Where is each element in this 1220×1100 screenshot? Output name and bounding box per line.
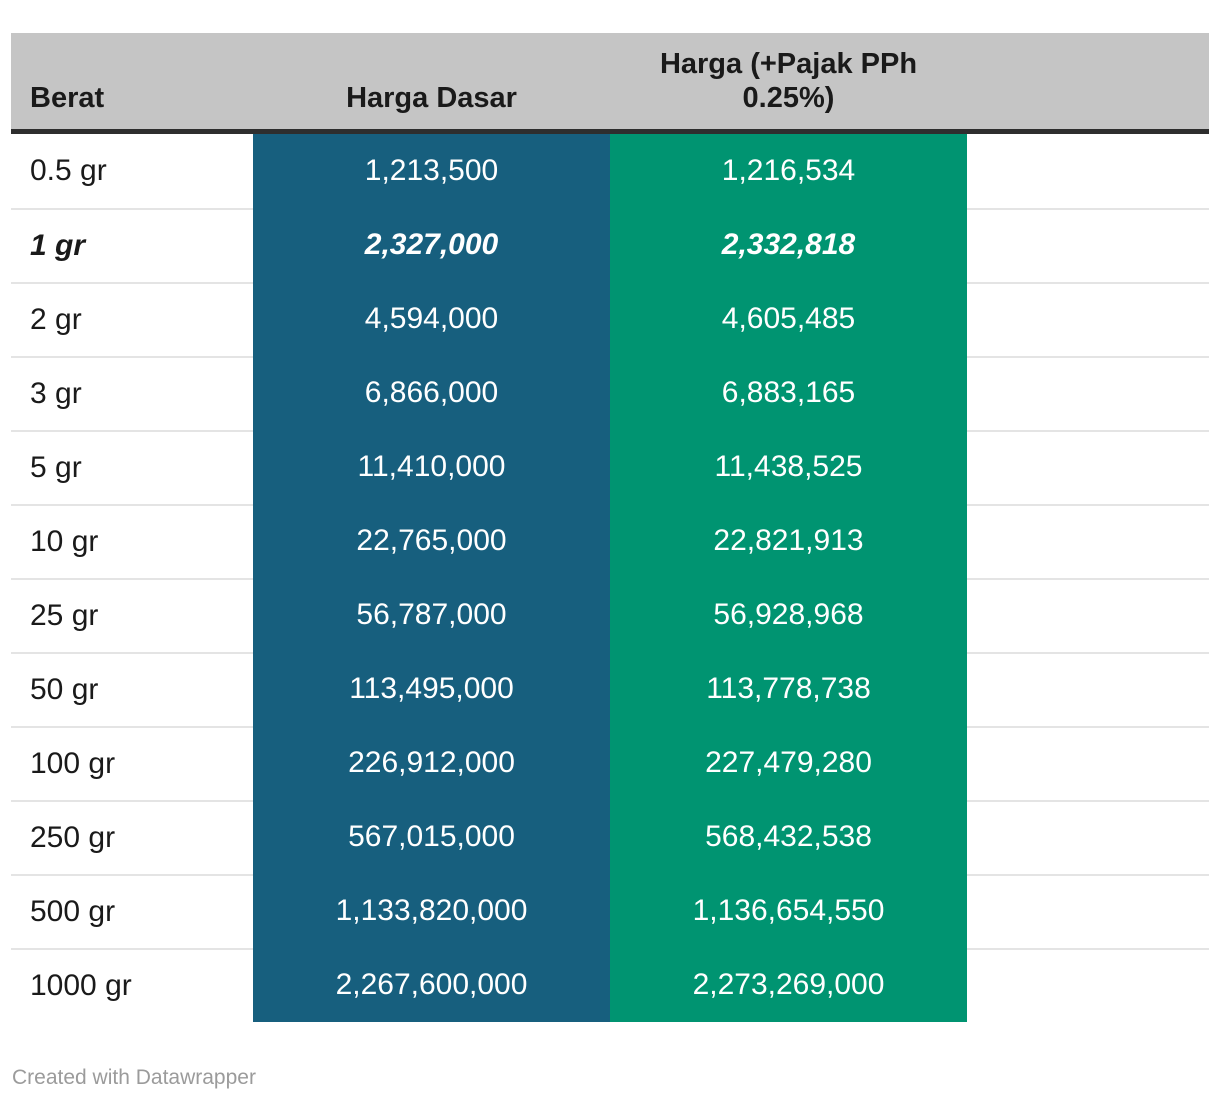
- column-header-berat: Berat: [30, 82, 105, 114]
- table-row: 3 gr 6,866,000 6,883,165: [11, 356, 1209, 430]
- weight-label: 10 gr: [11, 504, 253, 578]
- harga-dasar-cell: 2,327,000: [253, 208, 610, 282]
- harga-pajak-cell: 568,432,538: [610, 800, 967, 874]
- weight-label: 100 gr: [11, 726, 253, 800]
- row-spacer: [967, 504, 1209, 578]
- table-row: 1 gr 2,327,000 2,332,818: [11, 208, 1209, 282]
- row-spacer: [967, 800, 1209, 874]
- row-spacer: [967, 282, 1209, 356]
- table-row: 100 gr 226,912,000 227,479,280: [11, 726, 1209, 800]
- weight-label: 25 gr: [11, 578, 253, 652]
- row-spacer: [967, 134, 1209, 208]
- harga-dasar-cell: 11,410,000: [253, 430, 610, 504]
- harga-pajak-cell: 22,821,913: [610, 504, 967, 578]
- row-spacer: [967, 874, 1209, 948]
- weight-label: 1000 gr: [11, 948, 253, 1022]
- weight-label: 250 gr: [11, 800, 253, 874]
- table-row: 500 gr 1,133,820,000 1,136,654,550: [11, 874, 1209, 948]
- harga-dasar-cell: 567,015,000: [253, 800, 610, 874]
- harga-pajak-cell: 56,928,968: [610, 578, 967, 652]
- gold-price-table: Berat Harga Dasar Harga (+Pajak PPh 0.25…: [11, 33, 1209, 1022]
- harga-dasar-cell: 4,594,000: [253, 282, 610, 356]
- column-header-harga-dasar: Harga Dasar: [346, 82, 517, 114]
- table-row: 10 gr 22,765,000 22,821,913: [11, 504, 1209, 578]
- weight-label: 5 gr: [11, 430, 253, 504]
- harga-dasar-cell: 1,133,820,000: [253, 874, 610, 948]
- column-header-harga-pajak: Harga (+Pajak PPh 0.25%): [659, 48, 918, 114]
- harga-dasar-cell: 22,765,000: [253, 504, 610, 578]
- table-row: 5 gr 11,410,000 11,438,525: [11, 430, 1209, 504]
- harga-dasar-cell: 226,912,000: [253, 726, 610, 800]
- weight-label: 50 gr: [11, 652, 253, 726]
- table-row: 1000 gr 2,267,600,000 2,273,269,000: [11, 948, 1209, 1022]
- table-row: 25 gr 56,787,000 56,928,968: [11, 578, 1209, 652]
- row-spacer: [967, 948, 1209, 1022]
- datawrapper-credit-link[interactable]: Created with Datawrapper: [12, 1066, 256, 1089]
- harga-pajak-cell: 11,438,525: [610, 430, 967, 504]
- row-spacer: [967, 430, 1209, 504]
- table-row: 0.5 gr 1,213,500 1,216,534: [11, 134, 1209, 208]
- table-row: 2 gr 4,594,000 4,605,485: [11, 282, 1209, 356]
- row-spacer: [967, 726, 1209, 800]
- weight-label: 3 gr: [11, 356, 253, 430]
- table-row: 250 gr 567,015,000 568,432,538: [11, 800, 1209, 874]
- table-row: 50 gr 113,495,000 113,778,738: [11, 652, 1209, 726]
- column-header-spacer: [967, 115, 1209, 129]
- table-body: 0.5 gr 1,213,500 1,216,534 1 gr 2,327,00…: [11, 134, 1209, 1022]
- harga-dasar-cell: 56,787,000: [253, 578, 610, 652]
- harga-pajak-cell: 6,883,165: [610, 356, 967, 430]
- row-spacer: [967, 208, 1209, 282]
- harga-pajak-cell: 113,778,738: [610, 652, 967, 726]
- harga-pajak-cell: 2,273,269,000: [610, 948, 967, 1022]
- harga-pajak-cell: 227,479,280: [610, 726, 967, 800]
- row-spacer: [967, 652, 1209, 726]
- harga-dasar-cell: 6,866,000: [253, 356, 610, 430]
- table-header-row: Berat Harga Dasar Harga (+Pajak PPh 0.25…: [11, 33, 1209, 134]
- harga-pajak-cell: 2,332,818: [610, 208, 967, 282]
- weight-label: 1 gr: [11, 208, 253, 282]
- harga-dasar-cell: 113,495,000: [253, 652, 610, 726]
- weight-label: 500 gr: [11, 874, 253, 948]
- harga-dasar-cell: 2,267,600,000: [253, 948, 610, 1022]
- harga-dasar-cell: 1,213,500: [253, 134, 610, 208]
- weight-label: 0.5 gr: [11, 134, 253, 208]
- harga-pajak-cell: 1,136,654,550: [610, 874, 967, 948]
- harga-pajak-cell: 1,216,534: [610, 134, 967, 208]
- harga-pajak-cell: 4,605,485: [610, 282, 967, 356]
- row-spacer: [967, 578, 1209, 652]
- weight-label: 2 gr: [11, 282, 253, 356]
- row-spacer: [967, 356, 1209, 430]
